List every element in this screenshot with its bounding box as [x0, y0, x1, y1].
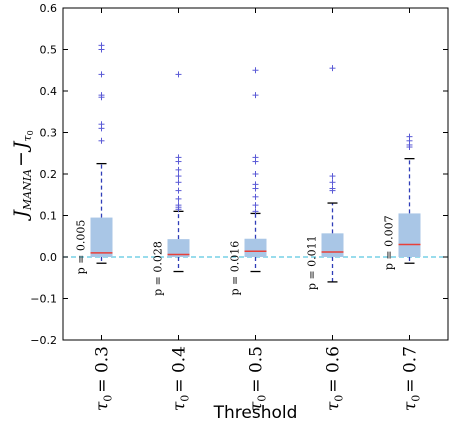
- p-value-label: p = 0.005: [75, 220, 88, 275]
- ylabel-sub2: τ: [21, 134, 34, 141]
- flier-point: [98, 125, 105, 132]
- flier-point: [252, 202, 259, 209]
- flier-point: [252, 92, 259, 99]
- flier-point: [98, 46, 105, 53]
- flier-point: [175, 173, 182, 180]
- y-tick-label: −0.2: [30, 334, 57, 347]
- ylabel-base2: J: [10, 140, 32, 153]
- flier-point: [252, 193, 259, 200]
- category-eq: = 0.6: [324, 346, 344, 393]
- flier-point: [329, 65, 336, 72]
- flier-point: [175, 195, 182, 202]
- category-eq: = 0.4: [170, 346, 190, 393]
- box-group: p = 0.007: [383, 133, 421, 270]
- p-value-label: p = 0.011: [306, 235, 319, 290]
- flier-point: [175, 206, 182, 213]
- x-category-label: τ0 = 0.5: [247, 346, 269, 411]
- box-iqr: [398, 213, 421, 257]
- flier-point: [329, 187, 336, 194]
- x-axis-categories: τ0= 0.3τ0= 0.4τ0= 0.5τ0= 0.6τ0= 0.7: [93, 8, 423, 411]
- category-tau: τ: [170, 401, 190, 411]
- ylabel-base: J: [10, 209, 32, 222]
- x-category-label: τ0 = 0.3: [93, 346, 115, 411]
- y-tick-label: 0.3: [40, 127, 58, 140]
- ylabel-minus: −: [10, 151, 32, 167]
- category-tau: τ: [401, 401, 421, 411]
- y-tick-label: 0.1: [40, 210, 58, 223]
- y-axis-title: JMANIA−Jτ0: [10, 130, 35, 221]
- flier-point: [252, 67, 259, 74]
- category-eq: = 0.5: [247, 346, 267, 393]
- flier-point: [329, 179, 336, 186]
- category-tau: τ: [93, 401, 113, 411]
- box-iqr: [90, 217, 113, 257]
- flier-point: [98, 71, 105, 78]
- category-sub: 0: [333, 395, 346, 402]
- flier-point: [175, 158, 182, 165]
- y-tick-label: 0.0: [40, 251, 58, 264]
- category-tau: τ: [324, 401, 344, 411]
- category-tau: τ: [247, 401, 267, 411]
- y-tick-label: 0.5: [40, 44, 58, 57]
- x-category-label: τ0 = 0.4: [170, 346, 192, 411]
- flier-point: [175, 166, 182, 173]
- flier-point: [175, 71, 182, 78]
- flier-point: [175, 187, 182, 194]
- y-tick-label: 0.4: [40, 85, 58, 98]
- flier-point: [252, 185, 259, 192]
- x-category-label: τ0 = 0.7: [401, 346, 423, 411]
- flier-point: [252, 158, 259, 165]
- flier-point: [175, 179, 182, 186]
- p-value-label: p = 0.007: [383, 215, 396, 270]
- boxes-layer: p = 0.005 p = 0.028 p = 0.016 p = 0.011 p = …: [75, 42, 421, 296]
- category-sub: 0: [179, 395, 192, 402]
- ylabel-sub1: MANIA: [21, 169, 34, 211]
- x-category-label: τ0 = 0.6: [324, 346, 346, 411]
- category-eq: = 0.7: [401, 346, 421, 393]
- flier-point: [98, 94, 105, 101]
- y-tick-label: 0.6: [40, 2, 58, 15]
- box-group: p = 0.011: [306, 65, 344, 290]
- y-tick-label: 0.2: [40, 168, 58, 181]
- category-eq: = 0.3: [93, 346, 113, 393]
- box-iqr: [244, 238, 267, 257]
- category-sub: 0: [410, 395, 423, 402]
- p-value-label: p = 0.016: [229, 241, 242, 296]
- flier-point: [252, 171, 259, 177]
- box-iqr: [167, 239, 190, 257]
- category-sub: 0: [256, 395, 269, 402]
- flier-point: [98, 137, 105, 144]
- y-axis-ticks: −0.2 −0.1 0.0 0.1 0.2 0.3 0.4 0.5 0.6: [30, 2, 448, 347]
- box-group: p = 0.016: [229, 67, 267, 295]
- box-group: p = 0.005: [75, 42, 113, 274]
- ylabel-sub2sub: 0: [26, 130, 35, 135]
- box-iqr: [321, 233, 344, 257]
- flier-point: [329, 173, 336, 180]
- flier-point: [406, 144, 413, 151]
- box-group: p = 0.028: [152, 71, 190, 296]
- p-value-label: p = 0.028: [152, 241, 165, 296]
- y-tick-label: −0.1: [30, 293, 57, 306]
- category-sub: 0: [102, 395, 115, 402]
- flier-point: [252, 208, 259, 215]
- x-axis-title: Threshold: [213, 403, 298, 423]
